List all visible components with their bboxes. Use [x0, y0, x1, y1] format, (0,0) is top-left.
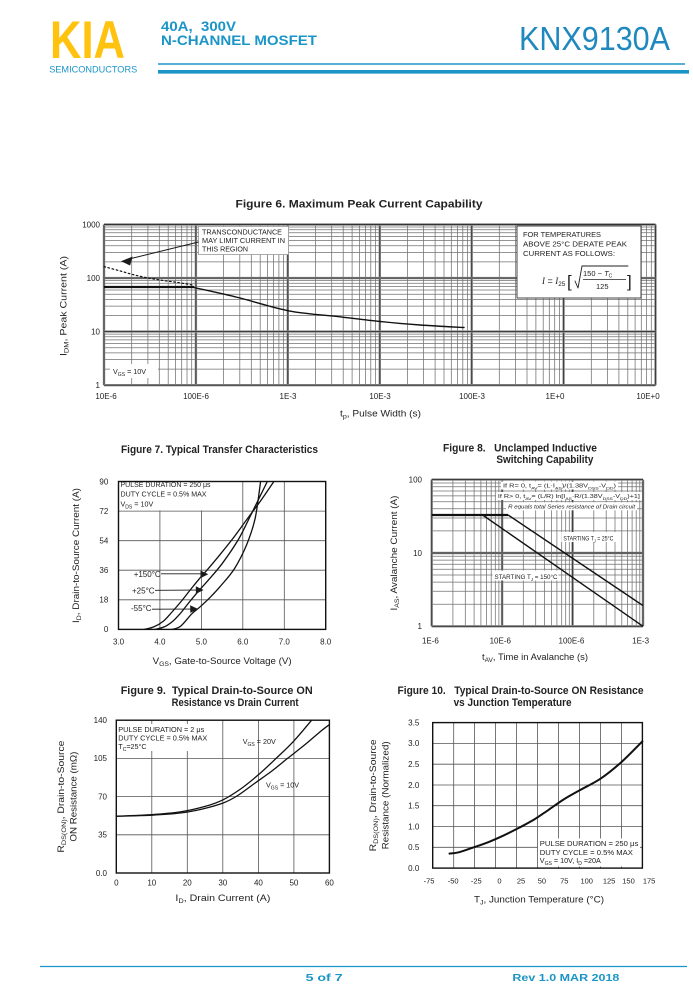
svg-text:50: 50 — [289, 879, 298, 888]
svg-text:]: ] — [627, 272, 632, 291]
svg-text:Figure 9. Typical Drain-to-So: Figure 9. Typical Drain-to-Source ON — [121, 685, 313, 697]
svg-text:100E-6: 100E-6 — [183, 392, 209, 401]
svg-text:30: 30 — [218, 879, 227, 888]
svg-text:R equals total Series resistan: R equals total Series resistance of Drai… — [508, 504, 636, 510]
svg-text:+150°C: +150°C — [134, 570, 161, 579]
svg-text:4.0: 4.0 — [154, 638, 166, 647]
svg-text:CURRENT AS FOLLOWS:: CURRENT AS FOLLOWS: — [523, 249, 615, 258]
svg-text:2.0: 2.0 — [408, 781, 420, 790]
svg-text:35: 35 — [98, 831, 107, 840]
svg-text:0.5: 0.5 — [408, 843, 420, 852]
svg-text:-25: -25 — [471, 877, 482, 886]
svg-text:3.5: 3.5 — [408, 718, 420, 727]
svg-text:6.0: 6.0 — [237, 638, 249, 647]
svg-text:1: 1 — [96, 381, 101, 390]
svg-text:TRANSCONDUCTANCE: TRANSCONDUCTANCE — [202, 230, 282, 237]
svg-text:1.5: 1.5 — [408, 802, 420, 811]
svg-text:18: 18 — [99, 596, 108, 605]
svg-text:60: 60 — [325, 879, 334, 888]
svg-text:125: 125 — [596, 282, 609, 291]
svg-text:KIA: KIA — [50, 11, 125, 70]
svg-text:140: 140 — [94, 716, 108, 725]
svg-text:10E-3: 10E-3 — [369, 392, 391, 401]
svg-text:-55°C: -55°C — [131, 604, 152, 613]
svg-text:FOR TEMPERATURES: FOR TEMPERATURES — [523, 230, 601, 239]
svg-text:100E-6: 100E-6 — [559, 637, 585, 646]
svg-text:IDM, Peak Current (A): IDM, Peak Current (A) — [59, 256, 71, 356]
svg-text:20: 20 — [183, 879, 192, 888]
svg-text:1E-3: 1E-3 — [632, 637, 649, 646]
svg-text:125: 125 — [603, 877, 616, 886]
svg-text:DUTY CYCLE = 0.5% MAX: DUTY CYCLE = 0.5% MAX — [121, 490, 207, 499]
svg-text:STARTING TJ = 25°C: STARTING TJ = 25°C — [563, 535, 613, 544]
svg-text:0: 0 — [497, 877, 501, 886]
svg-text:70: 70 — [98, 792, 107, 801]
svg-text:7.0: 7.0 — [279, 638, 291, 647]
svg-text:Resistance (Normalized): Resistance (Normalized) — [381, 741, 391, 849]
svg-text:100: 100 — [87, 274, 101, 283]
svg-text:1.0: 1.0 — [408, 822, 420, 831]
svg-text:90: 90 — [99, 477, 108, 486]
svg-text:72: 72 — [99, 507, 108, 516]
svg-text:25: 25 — [517, 877, 525, 886]
svg-text:100E-3: 100E-3 — [459, 392, 485, 401]
svg-text:8.0: 8.0 — [320, 638, 332, 647]
svg-text:0.0: 0.0 — [96, 869, 108, 878]
svg-text:150 − TC: 150 − TC — [583, 269, 613, 280]
svg-text:Figure 10. Typical Drain-to-: Figure 10. Typical Drain-to-Source ON Re… — [398, 685, 644, 697]
svg-text:PULSE DURATION = 250 μs: PULSE DURATION = 250 μs — [121, 480, 211, 489]
svg-text:36: 36 — [99, 566, 108, 575]
svg-text:SEMICONDUCTORS: SEMICONDUCTORS — [49, 65, 137, 76]
svg-text:STARTING TJ = 150°C: STARTING TJ = 150°C — [495, 573, 558, 582]
svg-text:1: 1 — [418, 622, 423, 631]
svg-text:Figure 6. Maximum Peak Current: Figure 6. Maximum Peak Current Capabilit… — [236, 199, 484, 211]
svg-text:1E+0: 1E+0 — [546, 392, 565, 401]
svg-text:10E-6: 10E-6 — [490, 637, 512, 646]
svg-text:3.0: 3.0 — [113, 638, 125, 647]
svg-text:0: 0 — [104, 625, 109, 634]
svg-text:MAY LIMIT CURRENT IN: MAY LIMIT CURRENT IN — [202, 238, 285, 245]
svg-text:10: 10 — [91, 327, 100, 336]
svg-text:Switching Capability: Switching Capability — [496, 454, 594, 466]
svg-text:THIS REGION: THIS REGION — [202, 247, 248, 254]
svg-text:Figure 8. Unclamped Inductiv: Figure 8. Unclamped Inductive — [443, 443, 597, 455]
svg-text:ABOVE 25°C DERATE PEAK: ABOVE 25°C DERATE PEAK — [523, 240, 627, 249]
svg-text:5 of 7: 5 of 7 — [306, 973, 344, 984]
svg-text:[: [ — [567, 272, 572, 291]
svg-text:10E+0: 10E+0 — [636, 392, 660, 401]
svg-text:+25°C: +25°C — [132, 587, 155, 596]
svg-text:ON Resistance (mΩ): ON Resistance (mΩ) — [69, 752, 79, 842]
svg-text:40: 40 — [254, 879, 263, 888]
svg-text:10E-6: 10E-6 — [95, 392, 117, 401]
svg-text:-50: -50 — [448, 877, 459, 886]
svg-text:1000: 1000 — [82, 220, 100, 229]
svg-text:175: 175 — [643, 877, 656, 886]
svg-text:100: 100 — [580, 877, 593, 886]
svg-text:10: 10 — [413, 549, 422, 558]
svg-text:-75: -75 — [424, 877, 435, 886]
svg-text:Resistance vs Drain Current: Resistance vs Drain Current — [172, 697, 299, 709]
svg-text:vs Junction Temperature: vs Junction Temperature — [454, 697, 572, 709]
svg-text:Rev 1.0 MAR 2018: Rev 1.0 MAR 2018 — [512, 973, 620, 984]
svg-text:PULSE DURATION = 250 μs: PULSE DURATION = 250 μs — [540, 839, 639, 848]
svg-text:150: 150 — [622, 877, 635, 886]
svg-text:5.0: 5.0 — [196, 638, 208, 647]
svg-text:Figure 7. Typical Transfer Cha: Figure 7. Typical Transfer Characteristi… — [121, 444, 318, 456]
svg-text:N-CHANNEL MOSFET: N-CHANNEL MOSFET — [161, 32, 317, 48]
svg-text:2.5: 2.5 — [408, 760, 420, 769]
svg-text:10: 10 — [147, 879, 156, 888]
svg-text:54: 54 — [99, 537, 108, 546]
svg-text:105: 105 — [94, 754, 108, 763]
svg-text:1E-6: 1E-6 — [422, 637, 439, 646]
svg-text:1E-3: 1E-3 — [280, 392, 297, 401]
svg-text:0: 0 — [114, 879, 119, 888]
svg-text:75: 75 — [560, 877, 568, 886]
svg-text:3.0: 3.0 — [408, 739, 420, 748]
svg-text:100: 100 — [409, 475, 423, 484]
svg-text:50: 50 — [538, 877, 546, 886]
svg-text:0.0: 0.0 — [408, 864, 420, 873]
svg-text:KNX9130A: KNX9130A — [519, 20, 670, 57]
